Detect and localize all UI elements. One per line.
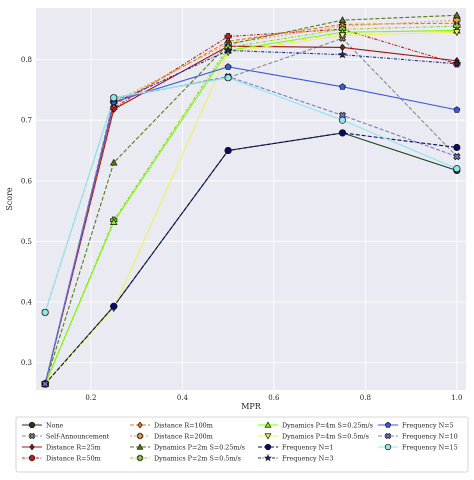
- x-tick-label: 0.8: [360, 394, 371, 402]
- data-point: [453, 153, 461, 161]
- legend-marker: [29, 443, 35, 451]
- legend-label: Dynamics P=4m S=0.25m/s: [282, 421, 373, 429]
- legend-item: Frequency N=1: [258, 443, 334, 451]
- legend-label: Frequency N=1: [282, 443, 334, 451]
- data-point: [338, 50, 347, 59]
- x-tick-label: 0.6: [268, 394, 280, 402]
- legend-label: None: [46, 421, 64, 429]
- tick-labels: 0.2 0.4 0.6 0.8 1.0 0.3 0.4 0.5 0.6 0.7 0.8: [21, 56, 463, 402]
- data-point: [453, 143, 461, 152]
- legend-marker: [136, 443, 144, 450]
- x-tick-label: 0.2: [85, 394, 96, 402]
- legend-item: Distance R=200m: [130, 432, 213, 440]
- x-tick-label: 1.0: [451, 394, 462, 402]
- data-point: [339, 83, 346, 90]
- legend-label: Frequency N=5: [402, 421, 454, 429]
- y-tick-label: 0.8: [21, 56, 32, 64]
- x-axis-label: MPR: [241, 402, 262, 411]
- y-tick-label: 0.3: [21, 359, 32, 367]
- data-point: [453, 106, 461, 113]
- legend-marker: [264, 433, 272, 440]
- legend-item: Dynamics P=4m S=0.25m/s: [258, 421, 373, 429]
- data-point: [338, 116, 347, 124]
- legend-label: Dynamics P=2m S=0.5m/s: [154, 454, 241, 462]
- legend-marker: [384, 432, 392, 440]
- legend-label: Distance R=200m: [154, 432, 213, 440]
- legend-box: [15, 416, 469, 473]
- legend-item: Frequency N=15: [378, 443, 458, 451]
- data-point: [453, 11, 461, 19]
- plot-area: [36, 8, 466, 390]
- data-point: [41, 380, 49, 388]
- legend-item: Frequency N=3: [258, 453, 334, 462]
- legend-label: Frequency N=10: [402, 432, 458, 440]
- data-point: [223, 45, 233, 55]
- data-point: [338, 32, 347, 40]
- legend-item: Dynamics P=2m S=0.25m/s: [130, 443, 245, 451]
- data-point: [224, 74, 232, 82]
- y-tick-label: 0.6: [21, 177, 33, 185]
- series-markers: [40, 11, 462, 388]
- legend: None Self-Announcement Distance R=25m Dista…: [15, 416, 469, 473]
- data-point: [110, 302, 118, 310]
- legend-marker: [136, 454, 144, 462]
- data-point: [452, 59, 462, 68]
- legend-marker: [28, 432, 36, 440]
- data-point: [109, 218, 118, 225]
- x-tick-label: 0.4: [177, 394, 189, 402]
- data-point: [224, 63, 232, 70]
- legend-item: Dynamics P=4m S=0.5m/s: [258, 432, 369, 440]
- y-tick-label: 0.4: [21, 299, 33, 307]
- data-point-shape: [453, 153, 461, 161]
- legend-marker: [384, 421, 392, 428]
- data-point: [338, 16, 347, 24]
- legend-item: Dynamics P=2m S=0.5m/s: [130, 454, 241, 462]
- legend-marker: [28, 421, 36, 429]
- legend-marker-shape: [28, 432, 36, 440]
- legend-label: Distance R=100m: [154, 421, 213, 429]
- legend-label: Dynamics P=2m S=0.25m/s: [154, 443, 245, 451]
- legend-label: Distance R=25m: [46, 443, 101, 451]
- data-point: [110, 94, 118, 102]
- legend-item: Distance R=100m: [130, 421, 213, 429]
- legend-item: Self-Announcement: [22, 432, 110, 440]
- data-point: [41, 308, 49, 316]
- legend-label: Self-Announcement: [46, 432, 110, 440]
- legend-marker: [137, 421, 143, 429]
- data-point: [224, 146, 232, 155]
- data-point: [453, 29, 461, 37]
- legend-item: Distance R=25m: [22, 443, 101, 451]
- legend-marker: [28, 454, 36, 462]
- legend-marker-shape: [384, 432, 392, 440]
- data-point: [109, 158, 118, 166]
- legend-item: None: [22, 421, 64, 429]
- legend-label: Frequency N=15: [402, 443, 458, 451]
- legend-label: Dynamics P=4m S=0.5m/s: [282, 432, 369, 440]
- legend-label: Frequency N=3: [282, 454, 334, 462]
- legend-marker: [384, 443, 392, 451]
- data-point-shape: [41, 380, 49, 388]
- data-point: [453, 165, 461, 173]
- legend-item: Frequency N=10: [378, 432, 458, 440]
- y-tick-label: 0.5: [21, 238, 32, 246]
- legend-item: Distance R=50m: [22, 454, 101, 462]
- legend-item: Frequency N=5: [378, 421, 454, 429]
- data-point: [338, 129, 347, 137]
- y-tick-label: 0.7: [21, 117, 32, 125]
- legend-marker: [264, 421, 272, 428]
- legend-marker: [136, 432, 144, 440]
- legend-marker: [264, 443, 272, 451]
- legend-marker: [264, 453, 272, 462]
- y-axis-label: Score: [5, 187, 14, 211]
- legend-label: Distance R=50m: [46, 454, 101, 462]
